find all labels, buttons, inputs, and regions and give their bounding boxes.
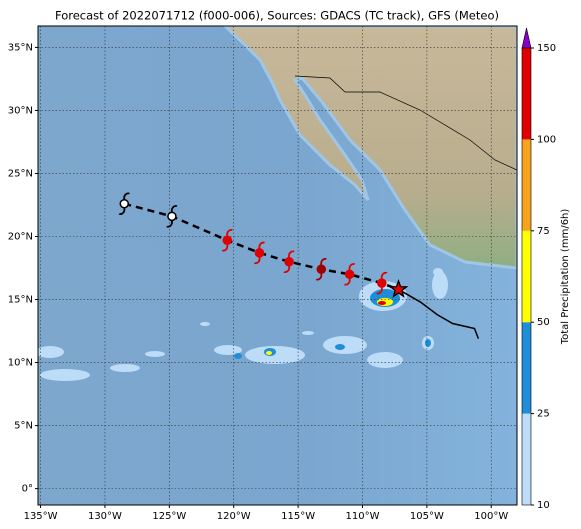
storm-arm — [253, 241, 266, 265]
storm-symbol — [253, 241, 266, 265]
colorbar-segment — [522, 48, 531, 140]
y-tick-label: 0° — [22, 484, 33, 495]
x-tick-label: 105°W — [410, 511, 444, 522]
storm-symbol — [221, 229, 233, 252]
y-tick-label: 15°N — [8, 295, 33, 306]
storm-arm — [118, 192, 130, 215]
colorbar-segment — [522, 322, 531, 414]
storm-arm — [166, 205, 178, 228]
storm-symbol — [376, 271, 388, 295]
storm-symbol — [343, 263, 356, 286]
border — [294, 75, 517, 171]
y-tick-label: 5°N — [14, 421, 33, 432]
y-tick-label: 35°N — [8, 42, 33, 53]
colorbar-segment — [522, 139, 531, 231]
map-area — [38, 26, 517, 505]
colorbar-frame — [521, 47, 532, 506]
x-tick-label: 110°W — [345, 511, 379, 522]
colorbar-segment — [522, 413, 531, 505]
storm-center — [254, 248, 265, 258]
current-position — [388, 279, 409, 298]
plot-frame — [37, 25, 518, 506]
storm-arm — [343, 263, 356, 286]
storm-center — [316, 264, 327, 275]
storm-symbol — [118, 192, 130, 215]
storm-symbol — [315, 258, 327, 281]
y-tick-label: 25°N — [8, 168, 33, 179]
storm-center — [344, 269, 355, 280]
storm-center — [284, 256, 294, 267]
x-tick-label: 130°W — [88, 511, 122, 522]
x-tick-label: 100°W — [474, 511, 508, 522]
colorbar-segment — [522, 230, 531, 323]
colorbar-label: Total Precipitation (mm/6h) — [560, 209, 571, 346]
x-tick-label: 115°W — [281, 511, 315, 522]
colorbar-tick-label: 150 — [537, 43, 556, 54]
storm-arm — [315, 258, 327, 281]
past-track — [398, 288, 480, 339]
storm-symbol — [283, 250, 295, 273]
chart-title: Forecast of 2022071712 (f000-006), Sourc… — [55, 9, 499, 23]
y-tick-label: 20°N — [8, 232, 33, 243]
storm-arm — [221, 229, 233, 252]
storm-arm — [283, 250, 295, 273]
colorbar-tick-label: 75 — [537, 226, 550, 237]
colorbar-tick-label: 10 — [537, 500, 550, 511]
storm-center — [167, 211, 177, 222]
storm-symbol — [166, 205, 178, 228]
y-tick-label: 10°N — [8, 358, 33, 369]
storm-arm — [376, 271, 388, 295]
colorbar-tick-label: 100 — [537, 134, 556, 145]
x-tick-label: 125°W — [152, 511, 186, 522]
x-tick-label: 135°W — [24, 511, 58, 522]
storm-center — [377, 278, 387, 288]
colorbar-tick-label: 25 — [537, 409, 550, 420]
storm-center — [119, 198, 130, 209]
colorbar-extend — [521, 27, 532, 49]
storm-center — [222, 235, 233, 246]
y-tick-label: 30°N — [8, 105, 33, 116]
colorbar-tick-label: 50 — [537, 317, 550, 328]
x-tick-label: 120°W — [217, 511, 251, 522]
